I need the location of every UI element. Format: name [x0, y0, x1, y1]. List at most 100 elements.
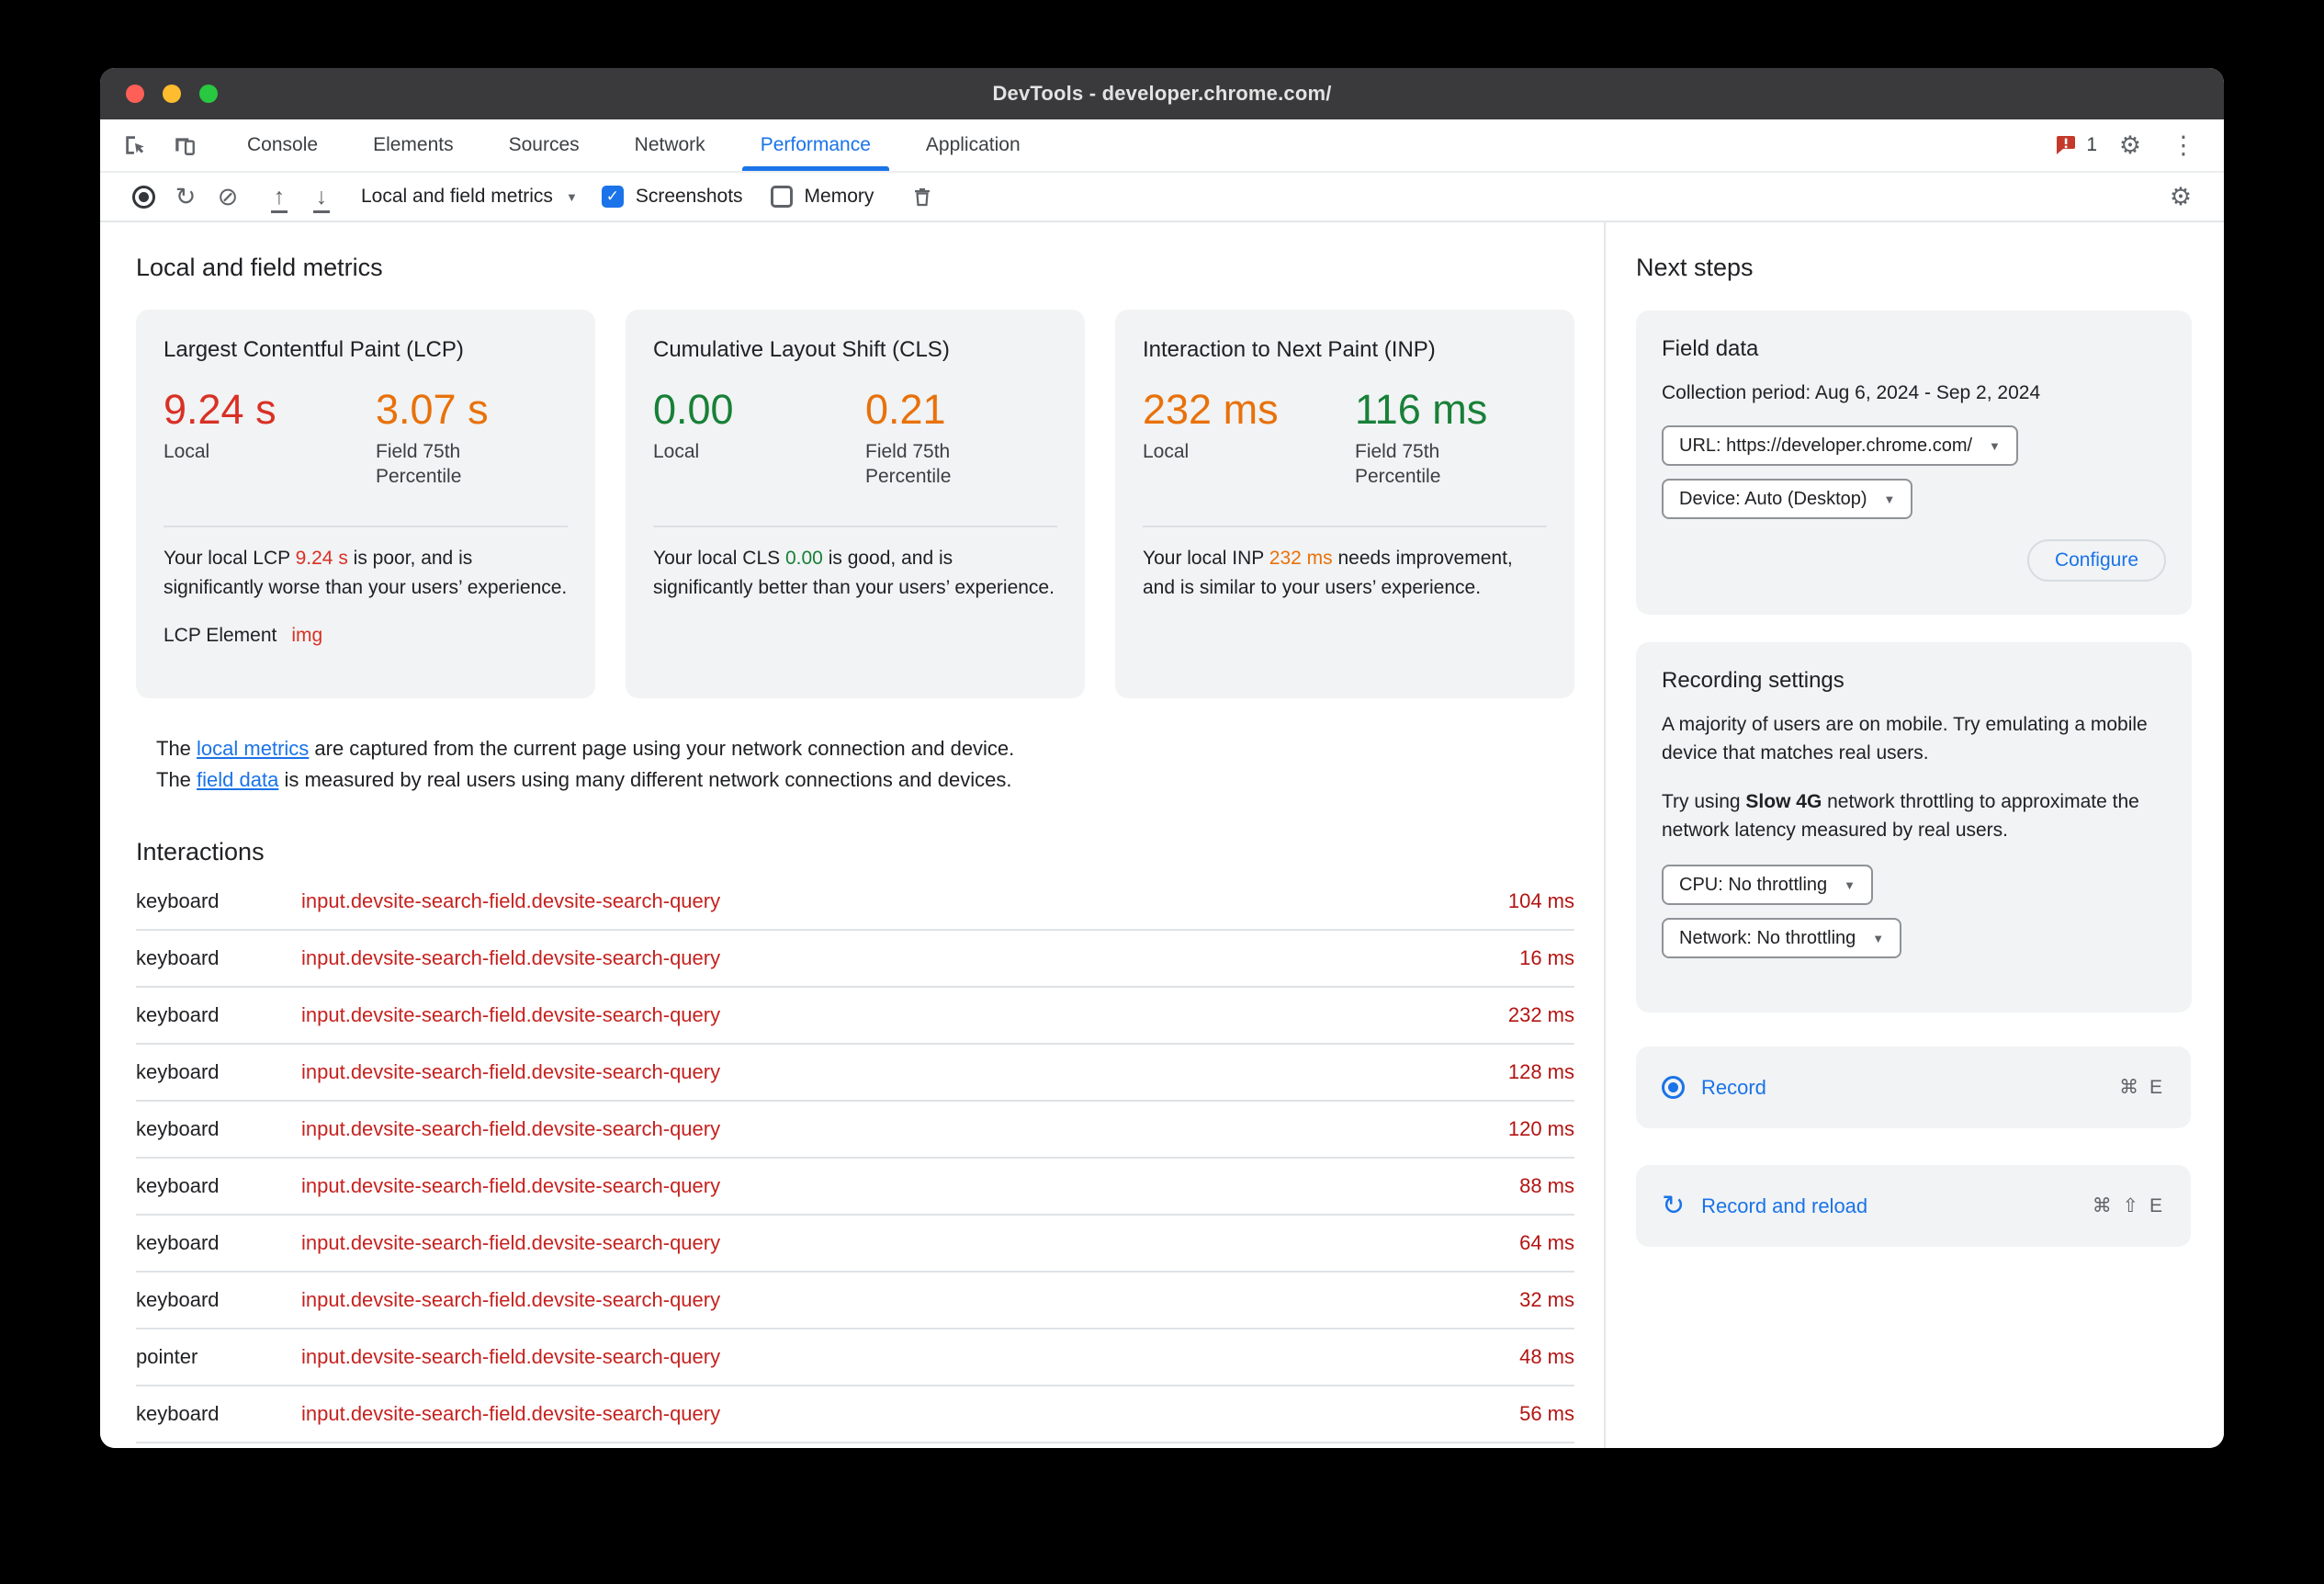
lcp-element-label: LCP Element [164, 625, 277, 646]
card-divider [164, 526, 568, 527]
metrics-main: Local and field metrics Largest Contentf… [100, 222, 1604, 1448]
zoom-button[interactable] [199, 85, 218, 103]
tab-performance[interactable]: Performance [733, 119, 898, 171]
record-action[interactable]: Record ⌘ E [1636, 1047, 2191, 1128]
memory-label: Memory [804, 186, 874, 207]
tab-application[interactable]: Application [925, 134, 1021, 155]
lcp-card: Largest Contentful Paint (LCP) 9.24 s Lo… [136, 310, 595, 698]
interaction-row[interactable]: keyboard input.devsite-search-field.devs… [136, 988, 1574, 1045]
interaction-duration: 56 ms [1519, 1402, 1574, 1425]
collect-garbage-icon[interactable] [901, 176, 943, 217]
recording-settings-title: Recording settings [1662, 668, 1845, 693]
tab-console[interactable]: Console [247, 134, 319, 155]
field-data-card: Field data Collection period: Aug 6, 202… [1636, 311, 2192, 615]
interaction-target: input.devsite-search-field.devsite-searc… [301, 1231, 721, 1254]
interaction-type: keyboard [136, 889, 220, 912]
interaction-type: keyboard [136, 1060, 220, 1083]
tab-network[interactable]: Network [634, 134, 705, 155]
field-data-link[interactable]: field data [197, 768, 279, 791]
panel-view-dropdown[interactable]: Local and field metrics ▼ [361, 186, 578, 208]
memory-checkbox-row[interactable]: Memory [770, 186, 874, 208]
record-and-reload-label: Record and reload [1701, 1194, 1868, 1217]
interaction-duration: 120 ms [1507, 1117, 1574, 1140]
save-profile-icon[interactable]: ↓ [312, 183, 330, 213]
cls-card: Cumulative Layout Shift (CLS) 0.00 Local… [626, 310, 1085, 698]
configure-button[interactable]: Configure [2026, 539, 2166, 582]
cls-card-title: Cumulative Layout Shift (CLS) [653, 337, 950, 362]
interaction-row[interactable]: keyboard input.devsite-search-field.devs… [136, 1273, 1574, 1329]
network-throttling-select[interactable]: Network: No throttling ▼ [1662, 918, 1902, 958]
inp-local-value: 232 ms [1143, 386, 1279, 433]
local-metrics-link[interactable]: local metrics [197, 737, 310, 760]
device-toolbar-icon[interactable] [164, 125, 205, 165]
card-divider [653, 526, 1057, 527]
screenshots-label: Screenshots [635, 186, 743, 207]
interaction-duration: 16 ms [1519, 946, 1574, 969]
more-options-icon[interactable]: ⋮ [2171, 130, 2196, 159]
devtools-tab-bar: Console Elements Sources Network Perform… [100, 119, 2224, 173]
record-shortcut: ⌘ E [2119, 1077, 2165, 1098]
record-and-reload-icon[interactable]: ↻ [175, 182, 197, 210]
cls-local-label: Local [653, 441, 700, 462]
interaction-row[interactable]: keyboard input.devsite-search-field.devs… [136, 1102, 1574, 1159]
cpu-throttling-select[interactable]: CPU: No throttling ▼ [1662, 865, 1874, 905]
collection-period: Collection period: Aug 6, 2024 - Sep 2, … [1662, 382, 2041, 403]
interaction-target: input.devsite-search-field.devsite-searc… [301, 1060, 721, 1083]
interaction-row[interactable]: keyboard input.devsite-search-field.devs… [136, 1386, 1574, 1443]
interaction-row[interactable]: keyboard input.devsite-search-field.devs… [136, 874, 1574, 931]
inspect-element-icon[interactable] [115, 125, 155, 165]
settings-gear-icon[interactable]: ⚙ [2118, 130, 2142, 159]
metrics-heading: Local and field metrics [136, 254, 383, 281]
device-select[interactable]: Device: Auto (Desktop) ▼ [1662, 479, 1913, 519]
inp-description: Your local INP 232 ms needs improvement,… [1143, 548, 1513, 598]
interaction-type: keyboard [136, 1003, 220, 1026]
inp-local-label: Local [1143, 441, 1190, 462]
screenshots-checkbox-row[interactable]: ✓ Screenshots [601, 186, 743, 208]
close-button[interactable] [126, 85, 144, 103]
cls-field-label: Field 75th Percentile [865, 441, 952, 487]
interaction-row[interactable]: keyboard input.devsite-search-field.devs… [136, 1216, 1574, 1273]
lcp-local-value: 9.24 s [164, 386, 276, 433]
issues-icon [2057, 135, 2076, 154]
load-profile-icon[interactable]: ↑ [270, 183, 288, 213]
interaction-target: input.devsite-search-field.devsite-searc… [301, 1003, 721, 1026]
panel-divider [1604, 222, 1606, 1448]
issues-count: 1 [2086, 134, 2097, 155]
issues-indicator[interactable]: 1 [2055, 134, 2097, 156]
screenshots-checkbox[interactable]: ✓ [601, 186, 624, 208]
interaction-duration: 232 ms [1507, 1003, 1574, 1026]
minimize-button[interactable] [163, 85, 181, 103]
field-data-title: Field data [1662, 336, 1759, 361]
interaction-row[interactable]: keyboard input.devsite-search-field.devs… [136, 931, 1574, 988]
tab-elements[interactable]: Elements [373, 134, 454, 155]
interaction-row[interactable]: keyboard input.devsite-search-field.devs… [136, 1159, 1574, 1216]
interaction-target: input.devsite-search-field.devsite-searc… [301, 889, 721, 912]
interaction-type: keyboard [136, 1117, 220, 1140]
recording-settings-para-1: A majority of users are on mobile. Try e… [1662, 714, 2148, 764]
interaction-duration: 48 ms [1519, 1345, 1574, 1368]
next-steps-heading: Next steps [1636, 254, 1754, 281]
record-and-reload-action[interactable]: ↻ Record and reload ⌘ ⇧ E [1636, 1165, 2191, 1247]
interaction-target: input.devsite-search-field.devsite-searc… [301, 1345, 721, 1368]
chevron-down-icon: ▼ [1883, 492, 1896, 506]
interaction-duration: 64 ms [1519, 1231, 1574, 1254]
tab-bar-left-icons [115, 119, 205, 171]
metrics-note: The local metrics are captured from the … [136, 733, 1574, 796]
interaction-type: keyboard [136, 946, 220, 969]
lcp-element-link[interactable]: img [291, 625, 323, 646]
lcp-local-label: Local [164, 441, 210, 462]
tab-sources[interactable]: Sources [508, 134, 580, 155]
interaction-row[interactable]: keyboard input.devsite-search-field.devs… [136, 1045, 1574, 1102]
capture-settings-gear-icon[interactable]: ⚙ [2169, 182, 2193, 210]
memory-checkbox[interactable] [770, 186, 793, 208]
inp-card: Interaction to Next Paint (INP) 232 ms L… [1115, 310, 1574, 698]
url-select[interactable]: URL: https://developer.chrome.com/ ▼ [1662, 425, 2018, 466]
performance-toolbar: ↻ ⊘ ↑ ↓ Local and field metrics ▼ ✓ Scre… [100, 173, 2224, 222]
panel-view-dropdown-label: Local and field metrics [361, 186, 553, 207]
interaction-duration: 104 ms [1507, 889, 1574, 912]
inp-field-label: Field 75th Percentile [1355, 441, 1441, 487]
interaction-row[interactable]: pointer input.devsite-search-field.devsi… [136, 1329, 1574, 1386]
lcp-field-value: 3.07 s [376, 386, 489, 433]
clear-icon[interactable]: ⊘ [217, 182, 239, 210]
record-icon[interactable] [122, 176, 164, 217]
